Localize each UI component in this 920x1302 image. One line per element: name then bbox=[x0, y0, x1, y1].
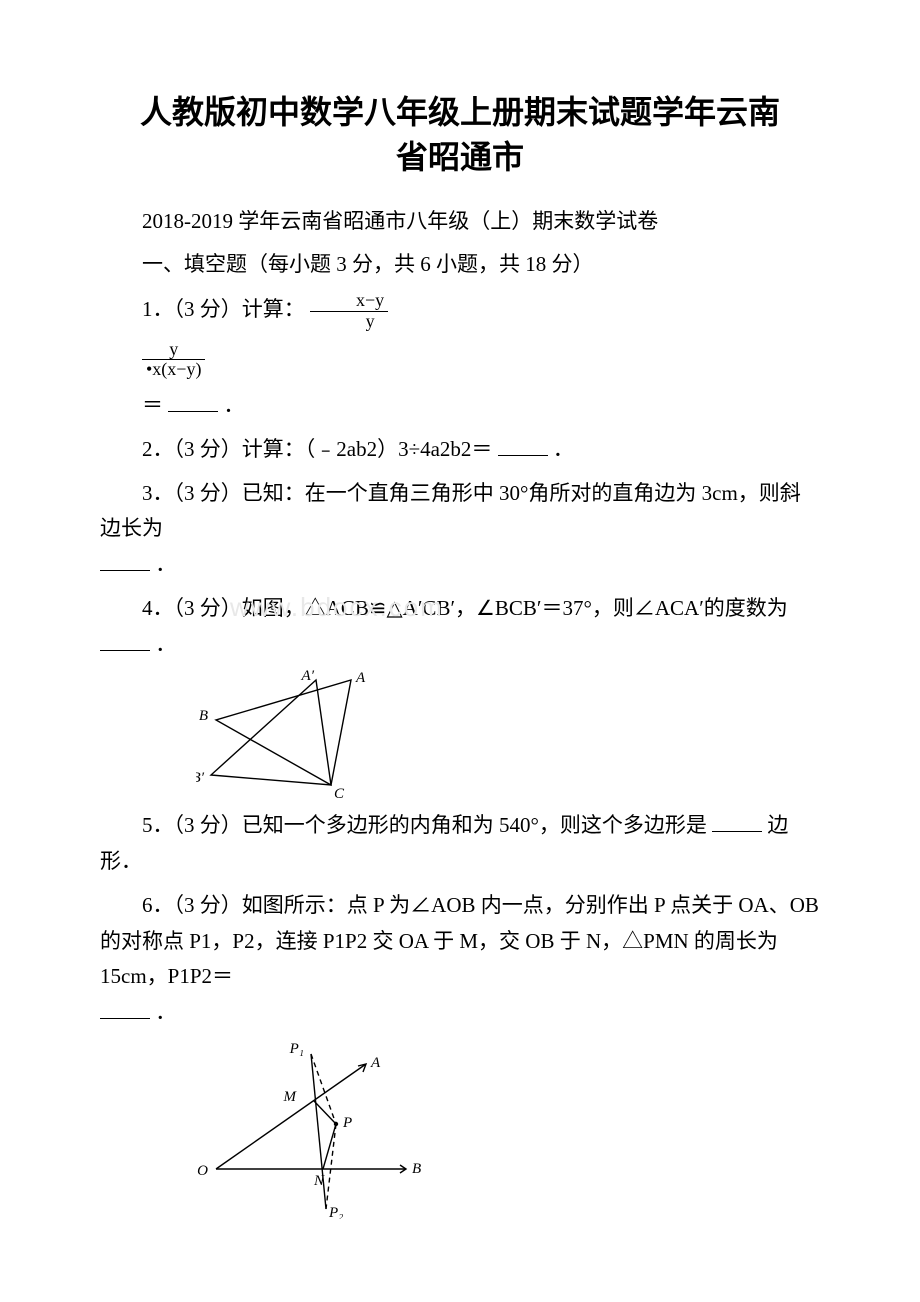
section-1-heading: 一、填空题（每小题 3 分，共 6 小题，共 18 分） bbox=[100, 247, 820, 283]
label-N: N bbox=[313, 1173, 325, 1189]
q1-line1: 1．（3 分）计算： x−y y bbox=[100, 291, 820, 332]
q6-blank bbox=[100, 995, 150, 1019]
fig2-labels: P₁ A M P O N B P₂ bbox=[197, 1041, 421, 1219]
label-P2: P₂ bbox=[328, 1205, 343, 1219]
dash-PP2 bbox=[326, 1124, 336, 1209]
q1-fraction-2: y •x(x−y) bbox=[142, 340, 205, 381]
title-line-1: 人教版初中数学八年级上册期末试题学年云南 bbox=[140, 94, 780, 130]
q2-text: 2．（3 分）计算：（﹣2ab2）3÷4a2b2＝ bbox=[142, 437, 492, 461]
q1-suffix: ． bbox=[224, 393, 245, 417]
q4-line: www.bdocx.com 4．（3 分）如图，△ACB≌△A′CB′，∠BCB… bbox=[100, 591, 820, 662]
q2-blank bbox=[498, 432, 548, 456]
q6-text: 6．（3 分）如图所示：点 P 为∠AOB 内一点，分别作出 P 点关于 OA、… bbox=[100, 893, 819, 988]
point-P bbox=[334, 1121, 338, 1125]
q4-blank bbox=[100, 627, 150, 651]
doc-title: 人教版初中数学八年级上册期末试题学年云南 省昭通市 bbox=[100, 90, 820, 180]
figure-1: A′ A B B′ C bbox=[196, 670, 820, 800]
q2-line: 2．（3 分）计算：（﹣2ab2）3÷4a2b2＝ ． bbox=[100, 432, 820, 468]
q5-line: 5．（3 分）已知一个多边形的内角和为 540°，则这个多边形是 边形． bbox=[100, 808, 820, 879]
subtitle: 2018-2019 学年云南省昭通市八年级（上）期末数学试卷 bbox=[100, 204, 820, 240]
q6-suffix: ． bbox=[155, 1000, 176, 1024]
q4-suffix: ． bbox=[155, 632, 176, 656]
label-C: C bbox=[334, 786, 345, 800]
label-O: O bbox=[197, 1163, 208, 1179]
label-M: M bbox=[283, 1089, 298, 1105]
label-P1: P₁ bbox=[289, 1041, 304, 1057]
q1-frac1-num: x−y bbox=[310, 291, 388, 312]
triangle-acb bbox=[216, 680, 351, 785]
triangle-aprime-c-bprime bbox=[211, 680, 331, 785]
figure-2-svg: P₁ A M P O N B P₂ bbox=[196, 1039, 436, 1219]
label-A2: A bbox=[370, 1055, 381, 1071]
q5-text: 5．（3 分）已知一个多边形的内角和为 540°，则这个多边形是 bbox=[142, 813, 707, 837]
q2-suffix: ． bbox=[553, 437, 574, 461]
figure-1-svg: A′ A B B′ C bbox=[196, 670, 396, 800]
label-B: B bbox=[199, 708, 208, 724]
title-line-2: 省昭通市 bbox=[396, 139, 524, 175]
q3-line: 3．（3 分）已知：在一个直角三角形中 30°角所对的直角边为 3cm，则斜边长… bbox=[100, 476, 820, 583]
q3-blank bbox=[100, 547, 150, 571]
q5-blank bbox=[712, 808, 762, 832]
label-B2: B bbox=[412, 1161, 421, 1177]
figure-2: P₁ A M P O N B P₂ bbox=[196, 1039, 820, 1219]
q3-suffix: ． bbox=[155, 552, 176, 576]
q1-blank bbox=[168, 388, 218, 412]
q1-frac2-den: •x(x−y) bbox=[142, 360, 205, 380]
q6-line: 6．（3 分）如图所示：点 P 为∠AOB 内一点，分别作出 P 点关于 OA、… bbox=[100, 888, 820, 1031]
q1-prefix: 1．（3 分）计算： bbox=[142, 297, 305, 321]
q1-line3: ＝ ． bbox=[142, 388, 820, 424]
q1-eq: ＝ bbox=[142, 393, 163, 417]
q4-text: 4．（3 分）如图，△ACB≌△A′CB′，∠BCB′＝37°，则∠ACA′的度… bbox=[142, 596, 788, 620]
q1-frac1-den: y bbox=[310, 312, 388, 332]
q3-text: 3．（3 分）已知：在一个直角三角形中 30°角所对的直角边为 3cm，则斜边长… bbox=[100, 481, 801, 541]
label-A: A bbox=[355, 670, 366, 686]
q1-fraction-1: x−y y bbox=[310, 291, 388, 332]
label-Aprime: A′ bbox=[301, 670, 315, 684]
label-Bprime: B′ bbox=[196, 770, 205, 786]
q1-frac2-num: y bbox=[142, 340, 205, 361]
q1-line2: y •x(x−y) bbox=[142, 340, 820, 381]
label-P: P bbox=[342, 1115, 352, 1131]
